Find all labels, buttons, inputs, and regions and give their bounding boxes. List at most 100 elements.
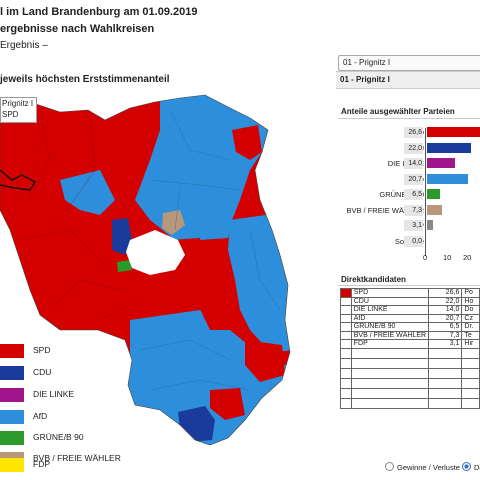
cell-value: 7,3 (428, 330, 463, 340)
party-label: BVB / FREIE WÄHLER (346, 205, 424, 215)
row-marker (340, 305, 352, 315)
table-row: FDP 3,1 Hir (340, 339, 480, 349)
cell-name: Do (461, 305, 480, 315)
legend-label: SPD (33, 345, 51, 355)
axis-tick-label: 10 (443, 253, 452, 262)
legend-swatch (0, 410, 24, 424)
party-bar (427, 127, 480, 137)
cell-party: DIE LINKE (350, 305, 430, 315)
party-value: 6,5 (404, 189, 423, 200)
empty-cell (428, 397, 463, 409)
party-shares-title: Anteile ausgewählter Parteien (341, 107, 455, 116)
district-select[interactable]: 01 - Prignitz I (338, 55, 480, 71)
empty-cell (340, 377, 352, 389)
party-value: 7,3 (404, 204, 423, 216)
cell-party: BVB / FREIE WÄHLER (350, 330, 430, 340)
map-title: jeweils höchsten Erststimmenanteil (0, 74, 170, 85)
legend-label: BVB / FREIE WÄHLER (33, 453, 121, 463)
empty-cell (461, 397, 480, 409)
row-marker (340, 288, 352, 298)
result-type: Ergebnis – (0, 40, 48, 51)
row-marker (340, 322, 352, 332)
empty-cell (350, 397, 430, 409)
cell-value: 14,0 (428, 305, 463, 315)
bvb-region (162, 210, 185, 235)
row-marker (340, 339, 352, 349)
party-bar (427, 189, 440, 199)
table-row: GRÜNE/B 90 6,5 Dr. (340, 322, 480, 332)
table-row-empty (340, 347, 480, 359)
spd-region-ne (232, 125, 262, 160)
table-row: BVB / FREIE WÄHLER 7,3 Te (340, 330, 480, 340)
cell-party: CDU (350, 296, 430, 306)
afd-region-west (60, 170, 115, 215)
row-marker (340, 330, 352, 340)
cell-party: SPD (350, 288, 430, 298)
district-heading: 01 - Prignitz I (336, 71, 480, 89)
page-subtitle: ergebnisse nach Wahlkreisen (0, 23, 155, 35)
empty-cell (461, 347, 480, 359)
party-value: 14,0 (404, 158, 423, 169)
cell-name: Te (461, 330, 480, 340)
state-outline (0, 94, 291, 446)
table-row-empty (340, 387, 480, 399)
party-bar (427, 173, 469, 184)
party-value: 3,1 (404, 220, 423, 231)
party-value: 26,6 (404, 127, 423, 138)
cell-party: GRÜNE/B 90 (350, 322, 430, 332)
party-bar (427, 220, 434, 230)
party-bar (427, 204, 442, 215)
empty-cell (340, 387, 352, 399)
cell-name: Dr. (461, 322, 480, 332)
radio-label: Gewinne / Verluste (397, 463, 460, 472)
radio-label: Di (474, 463, 480, 472)
radio-circle-icon (385, 462, 394, 471)
axis-tick-label: 20 (463, 253, 472, 262)
table-row-empty (340, 357, 480, 369)
legend-swatch (0, 344, 24, 358)
chart-axis (425, 128, 426, 256)
tooltip-district: Prignitz I (2, 99, 34, 108)
party-value: 20,7 (404, 173, 423, 185)
afd-region-north (135, 95, 280, 240)
legend-swatch (0, 388, 24, 402)
spd-region-center-east (198, 270, 238, 330)
empty-cell (461, 387, 480, 399)
empty-cell (428, 347, 463, 359)
empty-cell (340, 367, 352, 379)
table-row-empty (340, 367, 480, 379)
direct-candidates-title: Direktkandidaten (341, 275, 406, 284)
radio-direct[interactable]: Di (462, 462, 480, 472)
empty-cell (340, 397, 352, 409)
table-row-empty (340, 377, 480, 389)
district-tooltip: Prignitz I SPD (0, 97, 37, 123)
empty-cell (461, 377, 480, 389)
radio-gewinne[interactable]: Gewinne / Verluste (385, 462, 460, 472)
selected-district-border (0, 169, 36, 191)
legend-label: DIE LINKE (33, 389, 75, 399)
party-bar (427, 142, 471, 153)
spd-region-se (245, 340, 285, 382)
table-row: AfD 20,7 Cz (340, 313, 480, 323)
page-title: l im Land Brandenburg am 01.09.2019 (0, 6, 198, 18)
empty-cell (350, 367, 430, 379)
party-value: 0,0 (404, 235, 423, 247)
divider (338, 118, 480, 119)
party-bar (427, 158, 455, 168)
district-map[interactable] (0, 90, 330, 450)
table-row-empty (340, 397, 480, 409)
cell-party: AfD (350, 313, 430, 323)
legend-swatch (0, 458, 24, 472)
empty-cell (428, 377, 463, 389)
cell-value: 20,7 (428, 313, 463, 323)
empty-cell (428, 387, 463, 399)
legend-swatch (0, 366, 24, 380)
cell-value: 26,6 (428, 288, 463, 298)
cell-value: 6,5 (428, 322, 463, 332)
legend-swatch (0, 431, 24, 445)
table-row: DIE LINKE 14,0 Do (340, 305, 480, 315)
party-label: GRÜNE/B 90 (379, 190, 424, 199)
axis-tick-label: 0 (423, 253, 428, 262)
cell-value: 3,1 (428, 339, 463, 349)
spd-region-south (210, 388, 245, 420)
